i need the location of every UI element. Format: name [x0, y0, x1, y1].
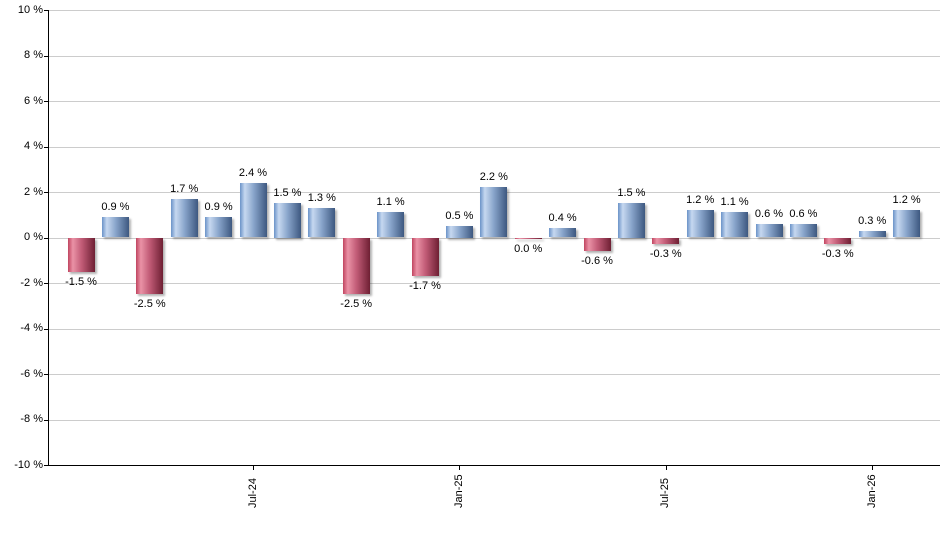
bar-positive: [549, 228, 577, 238]
y-tick-label: -8 %: [20, 413, 43, 425]
x-tick-label: Jan-26: [865, 474, 878, 508]
bar-value-label: 1.3 %: [307, 191, 336, 204]
gridline: [48, 374, 940, 375]
bar-negative: [514, 237, 542, 239]
bar-positive: [445, 226, 473, 238]
y-tick-label: 2 %: [24, 185, 43, 198]
bar-value-label: 1.1 %: [376, 196, 405, 209]
y-tick-mark: [44, 419, 48, 421]
y-tick-label: -2 %: [20, 276, 43, 289]
y-tick-mark: [44, 146, 48, 148]
bar-value-label: -2.5 %: [340, 298, 373, 311]
y-tick-label: 8 %: [24, 49, 43, 61]
y-tick-label: -4 %: [20, 322, 43, 334]
y-tick-mark: [44, 10, 48, 11]
y-tick-label: 0 %: [24, 231, 43, 243]
bar-value-label: 0.4 %: [548, 212, 577, 225]
bar-negative: [583, 237, 611, 252]
gridline: [48, 10, 940, 11]
bar-value-label: -1.7 %: [409, 280, 441, 293]
bar-value-label: 0.3 %: [858, 214, 887, 227]
y-tick-label: 10 %: [17, 3, 43, 16]
bar-positive: [170, 198, 198, 238]
y-tick-label: -6 %: [20, 367, 43, 380]
bar-positive: [686, 210, 714, 238]
bar-value-label: 2.2 %: [479, 171, 508, 184]
y-tick-mark: [44, 465, 48, 466]
y-tick-mark: [44, 374, 48, 375]
y-tick-mark: [44, 283, 48, 284]
y-tick-mark: [44, 328, 48, 330]
gridline: [48, 146, 940, 148]
gridline: [48, 55, 940, 57]
bar-value-label: -0.3 %: [649, 248, 682, 261]
bar-value-label: 0.6 %: [789, 207, 818, 220]
y-tick-label: -10 %: [14, 458, 43, 471]
bar-negative: [824, 237, 852, 245]
x-tick-mark: [872, 465, 874, 470]
bar-value-label: 0.5 %: [445, 210, 474, 223]
y-tick-mark: [44, 55, 48, 57]
bar-positive: [273, 203, 301, 238]
bar-positive: [789, 223, 817, 238]
bar-positive: [755, 223, 783, 238]
bar-positive: [893, 210, 921, 238]
y-tick-mark: [44, 192, 48, 193]
bar-negative: [67, 237, 95, 272]
bar-value-label: -0.3 %: [821, 248, 854, 261]
gridline: [48, 237, 940, 239]
bar-negative: [652, 237, 680, 245]
bar-positive: [205, 217, 233, 238]
x-tick-label: Jan-25: [452, 474, 465, 508]
bar-value-label: 0.9 %: [101, 201, 130, 214]
bar-value-label: -0.6 %: [581, 255, 613, 268]
x-tick-mark: [459, 465, 461, 470]
bar-value-label: 0.6 %: [754, 207, 784, 220]
bar-positive: [101, 217, 129, 238]
gridline: [48, 283, 940, 284]
gridline: [48, 328, 940, 330]
bar-positive: [308, 207, 336, 238]
x-tick-mark: [665, 465, 667, 470]
gridline: [48, 419, 940, 421]
x-axis-line: [48, 465, 940, 466]
gridline: [48, 101, 940, 102]
bar-value-label: 1.2 %: [686, 194, 715, 207]
bar-value-label: 1.5 %: [617, 187, 646, 200]
bar-value-label: -1.5 %: [65, 275, 97, 288]
bar-negative: [136, 237, 164, 295]
bar-value-label: 1.5 %: [273, 187, 302, 200]
bar-value-label: 1.2 %: [892, 194, 921, 207]
y-tick-mark: [44, 101, 48, 102]
x-tick-mark: [253, 465, 254, 470]
y-tick-label: 4 %: [24, 140, 43, 152]
bar-value-label: 0.0 %: [514, 242, 543, 255]
bar-negative: [342, 237, 370, 295]
x-tick-label: Jul-25: [659, 478, 672, 508]
y-axis-line: [48, 10, 49, 465]
bar-positive: [858, 230, 886, 238]
y-tick-mark: [44, 237, 48, 239]
bar-positive: [239, 182, 267, 238]
bar-value-label: 1.7 %: [170, 182, 199, 195]
bar-positive: [480, 187, 508, 238]
bar-value-label: 0.9 %: [204, 201, 233, 214]
x-tick-label: Jul-24: [246, 478, 259, 508]
bar-positive: [377, 212, 405, 238]
bar-value-label: -2.5 %: [133, 298, 166, 311]
y-tick-label: 6 %: [24, 94, 43, 107]
bar-positive: [617, 203, 645, 238]
bar-negative: [411, 237, 439, 277]
bar-value-label: 1.1 %: [720, 196, 749, 209]
bar-positive: [721, 212, 749, 238]
bar-value-label: 2.4 %: [238, 166, 268, 179]
